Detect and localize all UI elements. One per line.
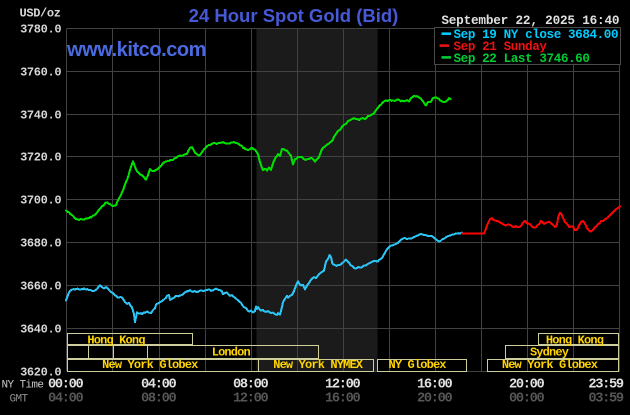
- svg-text:3760.0: 3760.0: [20, 66, 61, 80]
- svg-text:12:00: 12:00: [233, 391, 268, 406]
- svg-text:Sep 21 Sunday: Sep 21 Sunday: [454, 40, 548, 54]
- svg-text:NY Time: NY Time: [2, 379, 44, 391]
- svg-text:08:00: 08:00: [233, 378, 268, 393]
- svg-text:Sep 19 NY close 3684.00: Sep 19 NY close 3684.00: [454, 28, 619, 42]
- svg-text:16:00: 16:00: [417, 378, 452, 393]
- svg-text:3660.0: 3660.0: [20, 280, 61, 294]
- svg-text:3640.0: 3640.0: [20, 323, 61, 337]
- svg-text:Hong Kong: Hong Kong: [87, 333, 145, 347]
- svg-text:Sydney: Sydney: [530, 346, 569, 360]
- svg-text:00:00: 00:00: [48, 378, 83, 393]
- svg-text:24 Hour Spot Gold (Bid): 24 Hour Spot Gold (Bid): [189, 5, 399, 26]
- svg-text:www.kitco.com: www.kitco.com: [66, 39, 206, 61]
- svg-text:USD/oz: USD/oz: [20, 7, 61, 21]
- svg-text:12:00: 12:00: [325, 378, 360, 393]
- svg-text:3620.0: 3620.0: [20, 366, 61, 380]
- svg-text:London: London: [212, 346, 251, 360]
- svg-text:GMT: GMT: [10, 393, 29, 405]
- svg-text:NY Globex: NY Globex: [389, 358, 447, 372]
- svg-text:04:00: 04:00: [48, 391, 83, 406]
- svg-text:20:00: 20:00: [509, 378, 544, 393]
- svg-text:00:00: 00:00: [509, 391, 544, 406]
- svg-text:3720.0: 3720.0: [20, 151, 61, 165]
- svg-text:20:00: 20:00: [417, 391, 452, 406]
- svg-text:3700.0: 3700.0: [20, 194, 61, 208]
- svg-text:3780.0: 3780.0: [20, 23, 61, 37]
- svg-text:23:59: 23:59: [588, 378, 623, 393]
- svg-text:Sep 22 Last 3746.60: Sep 22 Last 3746.60: [454, 52, 590, 66]
- svg-text:New York Globex: New York Globex: [502, 358, 598, 372]
- svg-text:16:00: 16:00: [325, 391, 360, 406]
- svg-text:08:00: 08:00: [141, 391, 176, 406]
- svg-text:04:00: 04:00: [141, 378, 176, 393]
- svg-text:03:59: 03:59: [588, 391, 623, 406]
- svg-text:3680.0: 3680.0: [20, 237, 61, 251]
- svg-text:Hong Kong: Hong Kong: [546, 333, 604, 347]
- svg-text:New York Globex: New York Globex: [102, 358, 198, 372]
- svg-text:3740.0: 3740.0: [20, 109, 61, 123]
- svg-text:September 22, 2025 16:40: September 22, 2025 16:40: [441, 13, 619, 28]
- svg-text:New York NYMEX: New York NYMEX: [273, 358, 364, 372]
